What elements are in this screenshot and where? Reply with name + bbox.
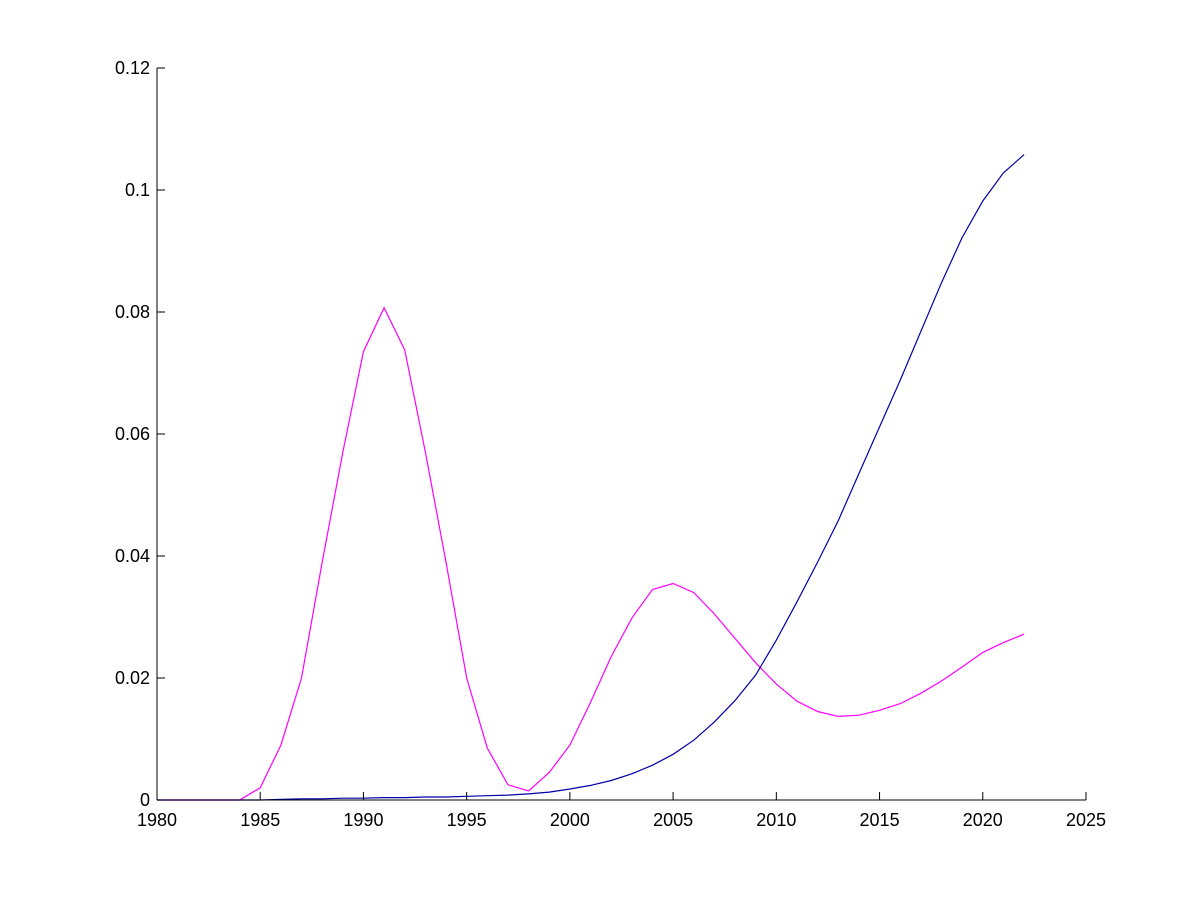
x-tick-label: 1990 xyxy=(343,810,383,830)
y-tick-label: 0.04 xyxy=(115,546,150,566)
x-tick-label: 1980 xyxy=(137,810,177,830)
series-layer xyxy=(157,154,1025,801)
x-tick-label: 2000 xyxy=(550,810,590,830)
x-tick-label: 2010 xyxy=(756,810,796,830)
y-axis-ticks: 0 0.02 0.04 0.06 0.08 0.1 0.12 xyxy=(115,58,165,810)
x-axis-ticks: 1980 1985 1990 1995 2000 2005 2010 2015 2020 2025 xyxy=(137,792,1106,830)
y-tick-label: 0.02 xyxy=(115,668,150,688)
x-tick-label: 2015 xyxy=(860,810,900,830)
y-tick-label: 0.1 xyxy=(125,180,150,200)
y-tick-label: 0 xyxy=(140,790,150,810)
x-tick-label: 1995 xyxy=(447,810,487,830)
x-tick-label: 2020 xyxy=(963,810,1003,830)
y-tick-label: 0.08 xyxy=(115,302,150,322)
series-line-2 xyxy=(157,154,1025,801)
x-tick-label: 2025 xyxy=(1066,810,1106,830)
x-tick-label: 1985 xyxy=(240,810,280,830)
x-tick-label: 2005 xyxy=(653,810,693,830)
y-tick-label: 0.06 xyxy=(115,424,150,444)
y-tick-label: 0.12 xyxy=(115,58,150,78)
series-line-1 xyxy=(157,306,1025,801)
